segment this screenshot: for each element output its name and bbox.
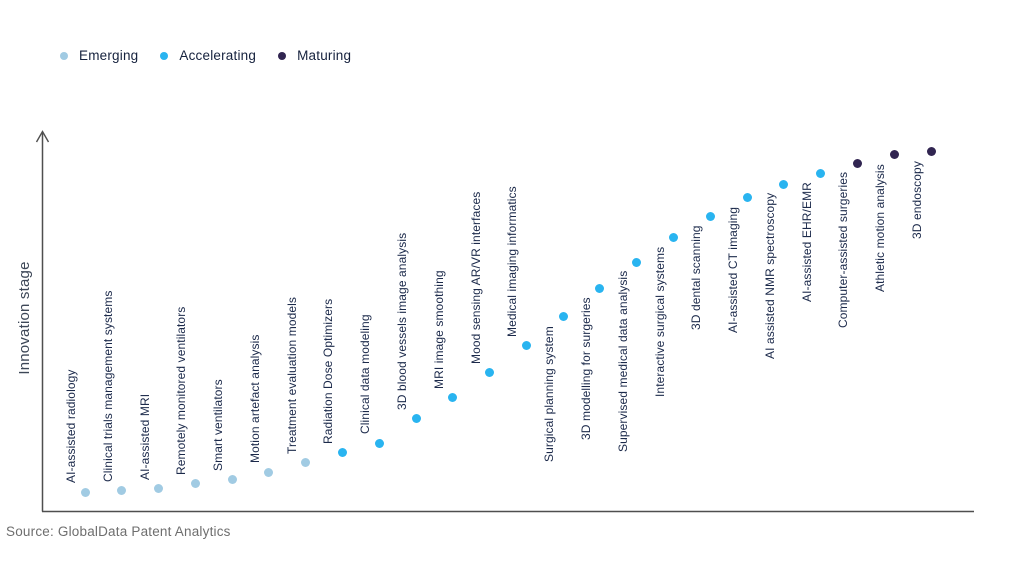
data-point-dot (816, 168, 826, 178)
data-point-dot (374, 438, 384, 448)
legend-dot-maturing-icon (278, 51, 287, 60)
data-point-dot (705, 211, 715, 221)
legend-label-accelerating: Accelerating (179, 48, 257, 63)
data-point-dot (448, 393, 458, 403)
legend-item-maturing: Maturing (278, 48, 351, 63)
data-point-label: Clinical trials management systems (100, 290, 115, 482)
data-point-dot (926, 147, 936, 157)
data-point-label: AI-assisted radiology (64, 369, 78, 484)
legend-item-accelerating: Accelerating (160, 48, 256, 63)
data-point-dot (227, 475, 237, 485)
data-point-dot (485, 368, 495, 378)
data-point-label: Supervised medical data analysis (615, 270, 630, 453)
data-point-dot (117, 486, 127, 496)
data-point-label: AI assisted NMR spectroscopy (762, 192, 777, 360)
data-point-label: Computer-assisted surgeries (836, 171, 851, 328)
data-point-dot (632, 257, 642, 267)
data-point-label: Smart ventilators (211, 379, 226, 471)
data-point-label: Clinical data modeling (358, 314, 373, 435)
data-point-dot (595, 283, 605, 293)
data-point-dot (742, 193, 752, 203)
data-point-label: Medical imaging informatics (505, 186, 520, 337)
data-point-label: Mood sensing AR/VR interfaces (468, 191, 483, 364)
data-point-dot (669, 233, 679, 243)
data-point-label: MRI image smoothing (431, 270, 446, 389)
data-point-dot (558, 312, 568, 322)
data-point-label: Surgical planning system (542, 326, 557, 462)
data-point-label: Remotely monitored ventilators (174, 306, 189, 475)
data-point-dot (411, 414, 421, 424)
data-point-dot (521, 341, 531, 351)
data-point-label: Radiation Dose Optimizers (321, 298, 336, 444)
legend-dot-accelerating-icon (160, 51, 169, 60)
legend-dot-emerging-icon (60, 51, 68, 60)
data-point-dot (190, 479, 200, 489)
data-point-label: Athletic motion analysis (873, 164, 888, 292)
data-point-dot (852, 158, 862, 168)
data-point-label: 3D blood vessels image analysis (395, 232, 410, 410)
data-point-label: AI-assisted MRI (137, 393, 152, 480)
data-point-label: AI-assisted EHR/EMR (799, 182, 814, 303)
data-point-label: 3D dental scanning (689, 225, 704, 331)
legend-label-maturing: Maturing (297, 48, 352, 63)
data-point-dot (779, 179, 789, 189)
data-point-dot (301, 458, 311, 468)
data-point-dot (889, 150, 899, 160)
y-axis-arrow-icon (35, 130, 50, 143)
source-attribution: Source: GlobalData Patent Analytics (6, 524, 231, 539)
data-point-dot (337, 448, 347, 458)
legend: Emerging Accelerating Maturing (60, 48, 351, 63)
y-axis-label: Innovation stage (16, 261, 33, 375)
data-point-dot (264, 467, 274, 477)
data-point-label: AI-assisted CT imaging (726, 206, 741, 333)
data-point-dot (154, 484, 164, 494)
data-point-dot (80, 487, 90, 497)
data-point-label: Motion artefact analysis (247, 334, 262, 464)
data-point-label: Interactive surgical systems (652, 246, 667, 397)
data-point-label: Treatment evaluation models (284, 296, 299, 454)
legend-label-emerging: Emerging (79, 48, 139, 63)
data-point-label: 3D modelling for surgeries (578, 297, 593, 441)
data-point-label: 3D endoscopy (910, 160, 924, 239)
legend-item-emerging: Emerging (60, 48, 138, 63)
